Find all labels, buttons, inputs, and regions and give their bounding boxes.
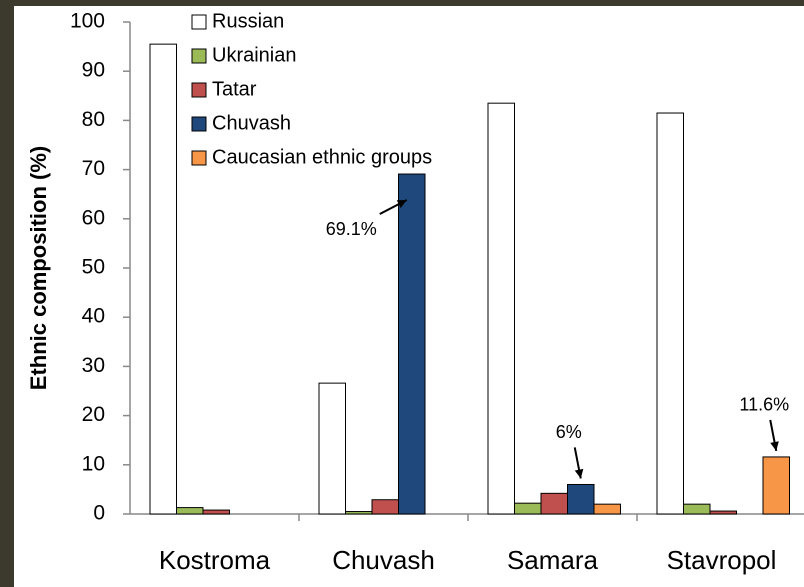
y-tick-label: 90 (82, 59, 105, 82)
legend-label: Tatar (212, 78, 257, 100)
annotation-arrowhead (770, 441, 779, 451)
bar (487, 102, 515, 515)
y-tick-label: 10 (82, 452, 105, 475)
legend-label: Ukrainian (212, 44, 296, 66)
x-tick-label: Samara (507, 545, 599, 575)
legend-label: Caucasian ethnic groups (212, 146, 432, 168)
legend-swatch (191, 116, 207, 132)
bar (567, 483, 595, 515)
bar (202, 509, 230, 515)
x-tick-label: Chuvash (332, 545, 435, 575)
bar (318, 382, 346, 515)
y-axis-label: Ethnic composition (%) (26, 146, 51, 390)
y-tick-label: 100 (70, 10, 105, 33)
bar (593, 503, 621, 515)
y-tick-label: 0 (93, 502, 105, 525)
legend-swatch (191, 150, 207, 166)
legend-swatch (191, 82, 207, 98)
value-label: 69.1% (326, 219, 377, 239)
y-tick-label: 50 (82, 256, 105, 279)
bar (149, 43, 177, 515)
legend-swatch (191, 48, 207, 64)
y-tick-label: 60 (82, 206, 105, 229)
bar (709, 510, 737, 515)
y-tick-label: 70 (82, 157, 105, 180)
bar (683, 503, 711, 515)
legend-swatch (191, 14, 207, 30)
bar (371, 499, 399, 515)
annotation-arrowhead (574, 468, 584, 479)
legend-label: Russian (212, 10, 284, 32)
legend-label: Chuvash (212, 112, 291, 134)
y-tick-label: 30 (82, 354, 105, 377)
x-tick-label: Stavropol (667, 545, 777, 575)
annotation-arrowhead (396, 200, 407, 209)
y-tick-label: 20 (82, 403, 105, 426)
y-tick-label: 40 (82, 305, 105, 328)
bar (176, 507, 204, 515)
x-tick-label: Kostroma (159, 545, 271, 575)
y-tick-label: 80 (82, 108, 105, 131)
bar (398, 173, 426, 515)
value-label: 6% (556, 422, 582, 442)
bar (514, 502, 542, 515)
bar (656, 112, 684, 515)
bar (345, 511, 373, 515)
value-label: 11.6% (739, 395, 789, 415)
bar (540, 492, 568, 515)
bar (762, 456, 790, 515)
